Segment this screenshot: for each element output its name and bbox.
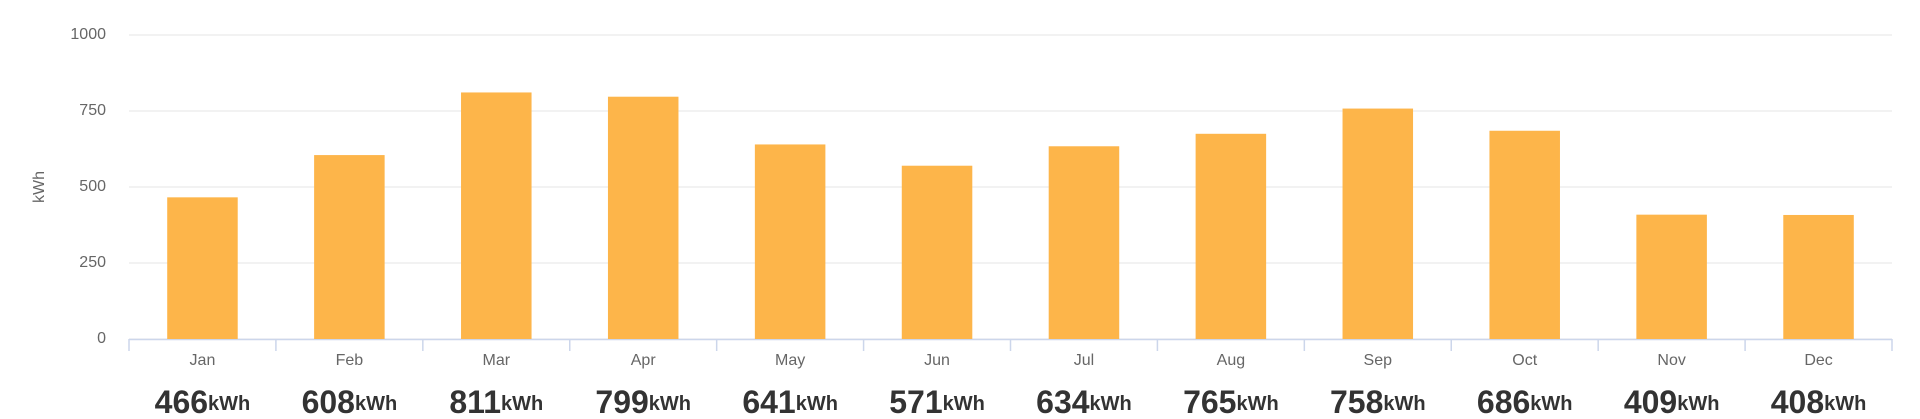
total-unit: kWh: [1383, 393, 1425, 415]
total-value: 634: [1036, 384, 1090, 419]
bar: [1489, 130, 1560, 339]
x-tick-label: Dec: [1804, 352, 1832, 369]
monthly-total: 466kWh: [155, 384, 251, 419]
total-unit: kWh: [1530, 393, 1572, 415]
bar: [1048, 146, 1120, 339]
total-unit: kWh: [355, 393, 397, 415]
monthly-total: 408kWh: [1771, 384, 1867, 419]
bar: [1636, 214, 1707, 339]
total-unit: kWh: [796, 393, 838, 415]
x-tick-label: Feb: [336, 352, 364, 369]
bar: [167, 197, 238, 339]
total-unit: kWh: [208, 393, 250, 415]
bar: [901, 165, 973, 339]
monthly-total: 758kWh: [1330, 384, 1426, 419]
total-value: 799: [595, 384, 648, 419]
monthly-total: 634kWh: [1036, 384, 1132, 419]
x-tick-label: Mar: [483, 352, 511, 369]
x-tick-label: Jun: [924, 352, 950, 369]
x-tick-label: Sep: [1364, 352, 1393, 369]
total-value: 608: [302, 384, 355, 419]
y-tick-label: 1000: [70, 26, 106, 43]
monthly-total: 608kWh: [302, 384, 398, 419]
total-value: 641: [742, 384, 795, 419]
total-value: 686: [1477, 384, 1530, 419]
total-value: 765: [1183, 384, 1236, 419]
total-value: 811: [449, 384, 501, 419]
y-tick-label: 500: [79, 178, 106, 195]
y-tick-label: 0: [97, 330, 106, 347]
bar: [314, 155, 385, 339]
bar: [1783, 214, 1854, 339]
monthly-total: 765kWh: [1183, 384, 1279, 419]
x-tick-label: Jan: [190, 352, 216, 369]
total-value: 409: [1624, 384, 1677, 419]
x-tick-label: May: [775, 352, 805, 369]
bar: [1342, 108, 1414, 340]
total-unit: kWh: [1677, 393, 1719, 415]
x-tick-label: Jul: [1074, 352, 1094, 369]
bar: [607, 96, 679, 339]
x-tick-label: Nov: [1657, 352, 1685, 369]
bar: [1195, 133, 1267, 339]
monthly-total: 811kWh: [449, 384, 543, 419]
total-unit: kWh: [1090, 393, 1132, 415]
total-value: 571: [889, 384, 942, 419]
total-value: 758: [1330, 384, 1383, 419]
y-axis-label: kWh: [31, 171, 48, 203]
monthly-total: 799kWh: [595, 384, 691, 419]
total-unit: kWh: [1824, 393, 1866, 415]
x-tick-label: Apr: [631, 352, 657, 369]
monthly-total: 641kWh: [742, 384, 838, 419]
total-unit: kWh: [1236, 393, 1278, 415]
monthly-total: 571kWh: [889, 384, 985, 419]
x-tick-label: Aug: [1217, 352, 1245, 369]
y-tick-label: 250: [79, 254, 106, 271]
total-unit: kWh: [943, 393, 985, 415]
y-tick-label: 750: [79, 102, 106, 119]
total-value: 408: [1771, 384, 1824, 419]
monthly-total: 686kWh: [1477, 384, 1573, 419]
x-tick-label: Oct: [1512, 352, 1537, 369]
monthly-total: 409kWh: [1624, 384, 1720, 419]
bar: [754, 144, 826, 339]
total-value: 466: [155, 384, 208, 419]
total-unit: kWh: [649, 393, 691, 415]
total-unit: kWh: [501, 393, 543, 415]
bar: [461, 92, 532, 340]
